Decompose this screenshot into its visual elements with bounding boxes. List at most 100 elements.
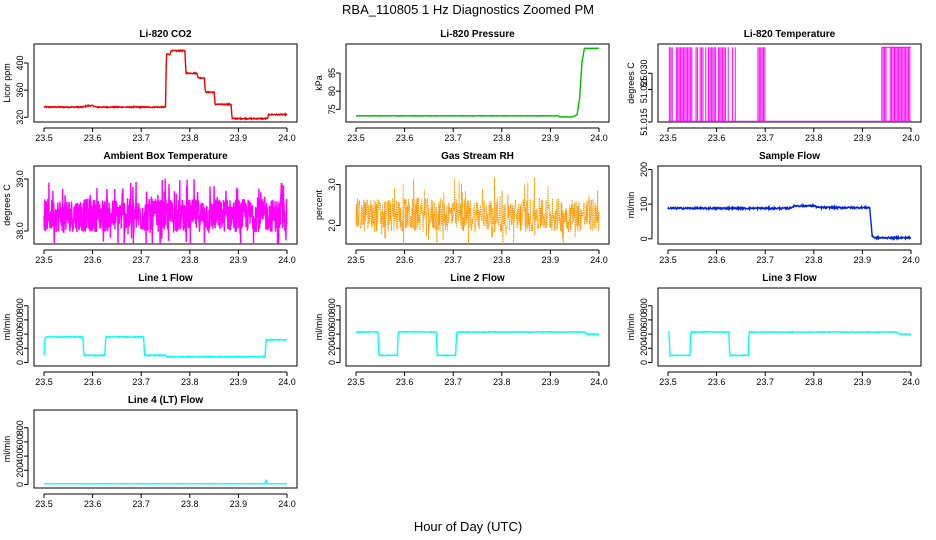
x-tick-label: 23.7 [756,133,774,143]
y-tick-label: 600 [639,312,649,327]
series-line [355,47,600,118]
panel-8: Line 2 Flow 23.5 23.6 23.7 23.8 23.9 24.0 0 2004… [314,273,610,387]
plot-frame [33,409,298,489]
y-tick-label: 80 [327,86,337,96]
x-tick-label: 24.0 [590,133,608,143]
figure-title: RBA_110805 1 Hz Diagnostics Zoomed PM [342,2,594,17]
x-tick-label: 24.0 [278,133,296,143]
x-tick-label: 23.9 [542,255,560,265]
x-tick-label: 23.9 [854,377,872,387]
x-tick-label: 23.6 [84,499,102,509]
panel-3: Li-820 Temperature 23.5 23.6 23.7 23.8 23.9 24… [626,29,922,143]
y-axis-label: ml/min [314,314,324,341]
data-layer [668,46,911,122]
x-tick-label: 23.6 [84,255,102,265]
y-tick-label: 200 [639,341,649,356]
x-tick-label: 24.0 [278,499,296,509]
x-tick-label: 23.6 [84,377,102,387]
x-tick-label: 23.8 [181,133,199,143]
x-tick-label: 23.6 [84,133,102,143]
y-tick-label: 200 [639,162,649,177]
panel-title: Li-820 Temperature [744,29,836,40]
plot-frame [657,43,922,123]
y-axis-label: ml/min [626,314,636,341]
x-tick-label: 23.5 [35,499,53,509]
x-tick-label: 23.9 [542,377,560,387]
x-tick-label: 23.9 [854,133,872,143]
y-tick-label: 360 [15,83,25,98]
plot-frame [345,43,610,123]
data-layer [43,335,288,359]
x-tick-label: 24.0 [590,255,608,265]
x-tick-label: 23.7 [132,255,150,265]
x-tick-label: 23.7 [756,377,774,387]
y-tick-label: 800 [327,298,337,313]
panel-title: Line 4 (LT) Flow [128,395,204,406]
x-tick-label: 23.7 [444,377,462,387]
panel-6: Sample Flow 23.5 23.6 23.7 23.8 23.9 24.0 0 100 2… [626,151,922,265]
y-tick-label: 51.015 [639,108,649,136]
y-tick-label: 800 [15,298,25,313]
panel-title: Ambient Box Temperature [103,151,228,162]
y-tick-label: 3.0 [327,178,337,191]
x-tick-label: 23.9 [230,255,248,265]
x-tick-label: 23.7 [132,499,150,509]
x-tick-label: 23.9 [230,377,248,387]
x-tick-label: 24.0 [902,133,920,143]
y-tick-label: 320 [15,110,25,125]
data-layer [43,48,288,121]
x-tick-label: 23.5 [35,377,53,387]
panel-title: Line 1 Flow [138,273,193,284]
y-tick-label: 400 [15,327,25,342]
data-layer [355,47,600,118]
y-axis-label: ml/min [2,436,12,463]
x-tick-label: 23.9 [542,133,560,143]
x-axis-label: Hour of Day (UTC) [414,519,522,534]
x-tick-label: 23.9 [230,133,248,143]
plot-frame [33,287,298,367]
x-tick-label: 23.5 [659,377,677,387]
data-layer [667,202,912,241]
series-line [667,330,912,358]
y-tick-label: 0 [15,482,25,487]
data-layer [355,330,600,357]
panel-4: Ambient Box Temperature 23.5 23.6 23.7 23.8 2… [2,151,298,265]
panel-5: Gas Stream RH 23.5 23.6 23.7 23.8 23.9 24.0 2.0… [314,151,610,265]
x-tick-label: 23.8 [181,377,199,387]
y-tick-label: 400 [639,327,649,342]
data-layer [667,330,912,358]
data-layer [44,478,287,485]
x-tick-label: 23.8 [181,499,199,509]
x-tick-label: 23.9 [854,255,872,265]
x-tick-label: 23.6 [396,255,414,265]
panel-9: Line 3 Flow 23.5 23.6 23.7 23.8 23.9 24.0 0 2004… [626,273,922,387]
x-tick-label: 23.7 [444,255,462,265]
x-tick-label: 23.7 [132,133,150,143]
y-tick-label: 200 [15,341,25,356]
series-line [355,177,600,244]
y-tick-label: 0 [639,236,649,241]
y-tick-label: 0 [639,360,649,365]
panel-7: Line 1 Flow 23.5 23.6 23.7 23.8 23.9 24.0 0 2004… [2,273,298,387]
panel-title: Sample Flow [759,151,820,162]
y-axis-label: degrees C [626,62,636,104]
x-tick-label: 23.5 [35,255,53,265]
data-layer [355,177,600,244]
plot-frame [33,43,298,123]
series-line [43,178,288,244]
x-tick-label: 23.5 [347,255,365,265]
panel-2: Li-820 Pressure 23.5 23.6 23.7 23.8 23.9 24.0 7… [314,29,610,143]
y-tick-label: 2.0 [327,219,337,232]
y-tick-label: 0 [15,360,25,365]
x-tick-label: 23.5 [35,133,53,143]
plot-frame [345,165,610,245]
y-tick-label: 51.030 [639,59,649,87]
series-line [43,48,288,121]
x-tick-label: 24.0 [902,377,920,387]
panel-title: Gas Stream RH [441,151,514,162]
x-tick-label: 23.8 [493,255,511,265]
x-tick-label: 23.8 [493,133,511,143]
y-tick-label: 75 [327,104,337,114]
plot-frame [657,287,922,367]
